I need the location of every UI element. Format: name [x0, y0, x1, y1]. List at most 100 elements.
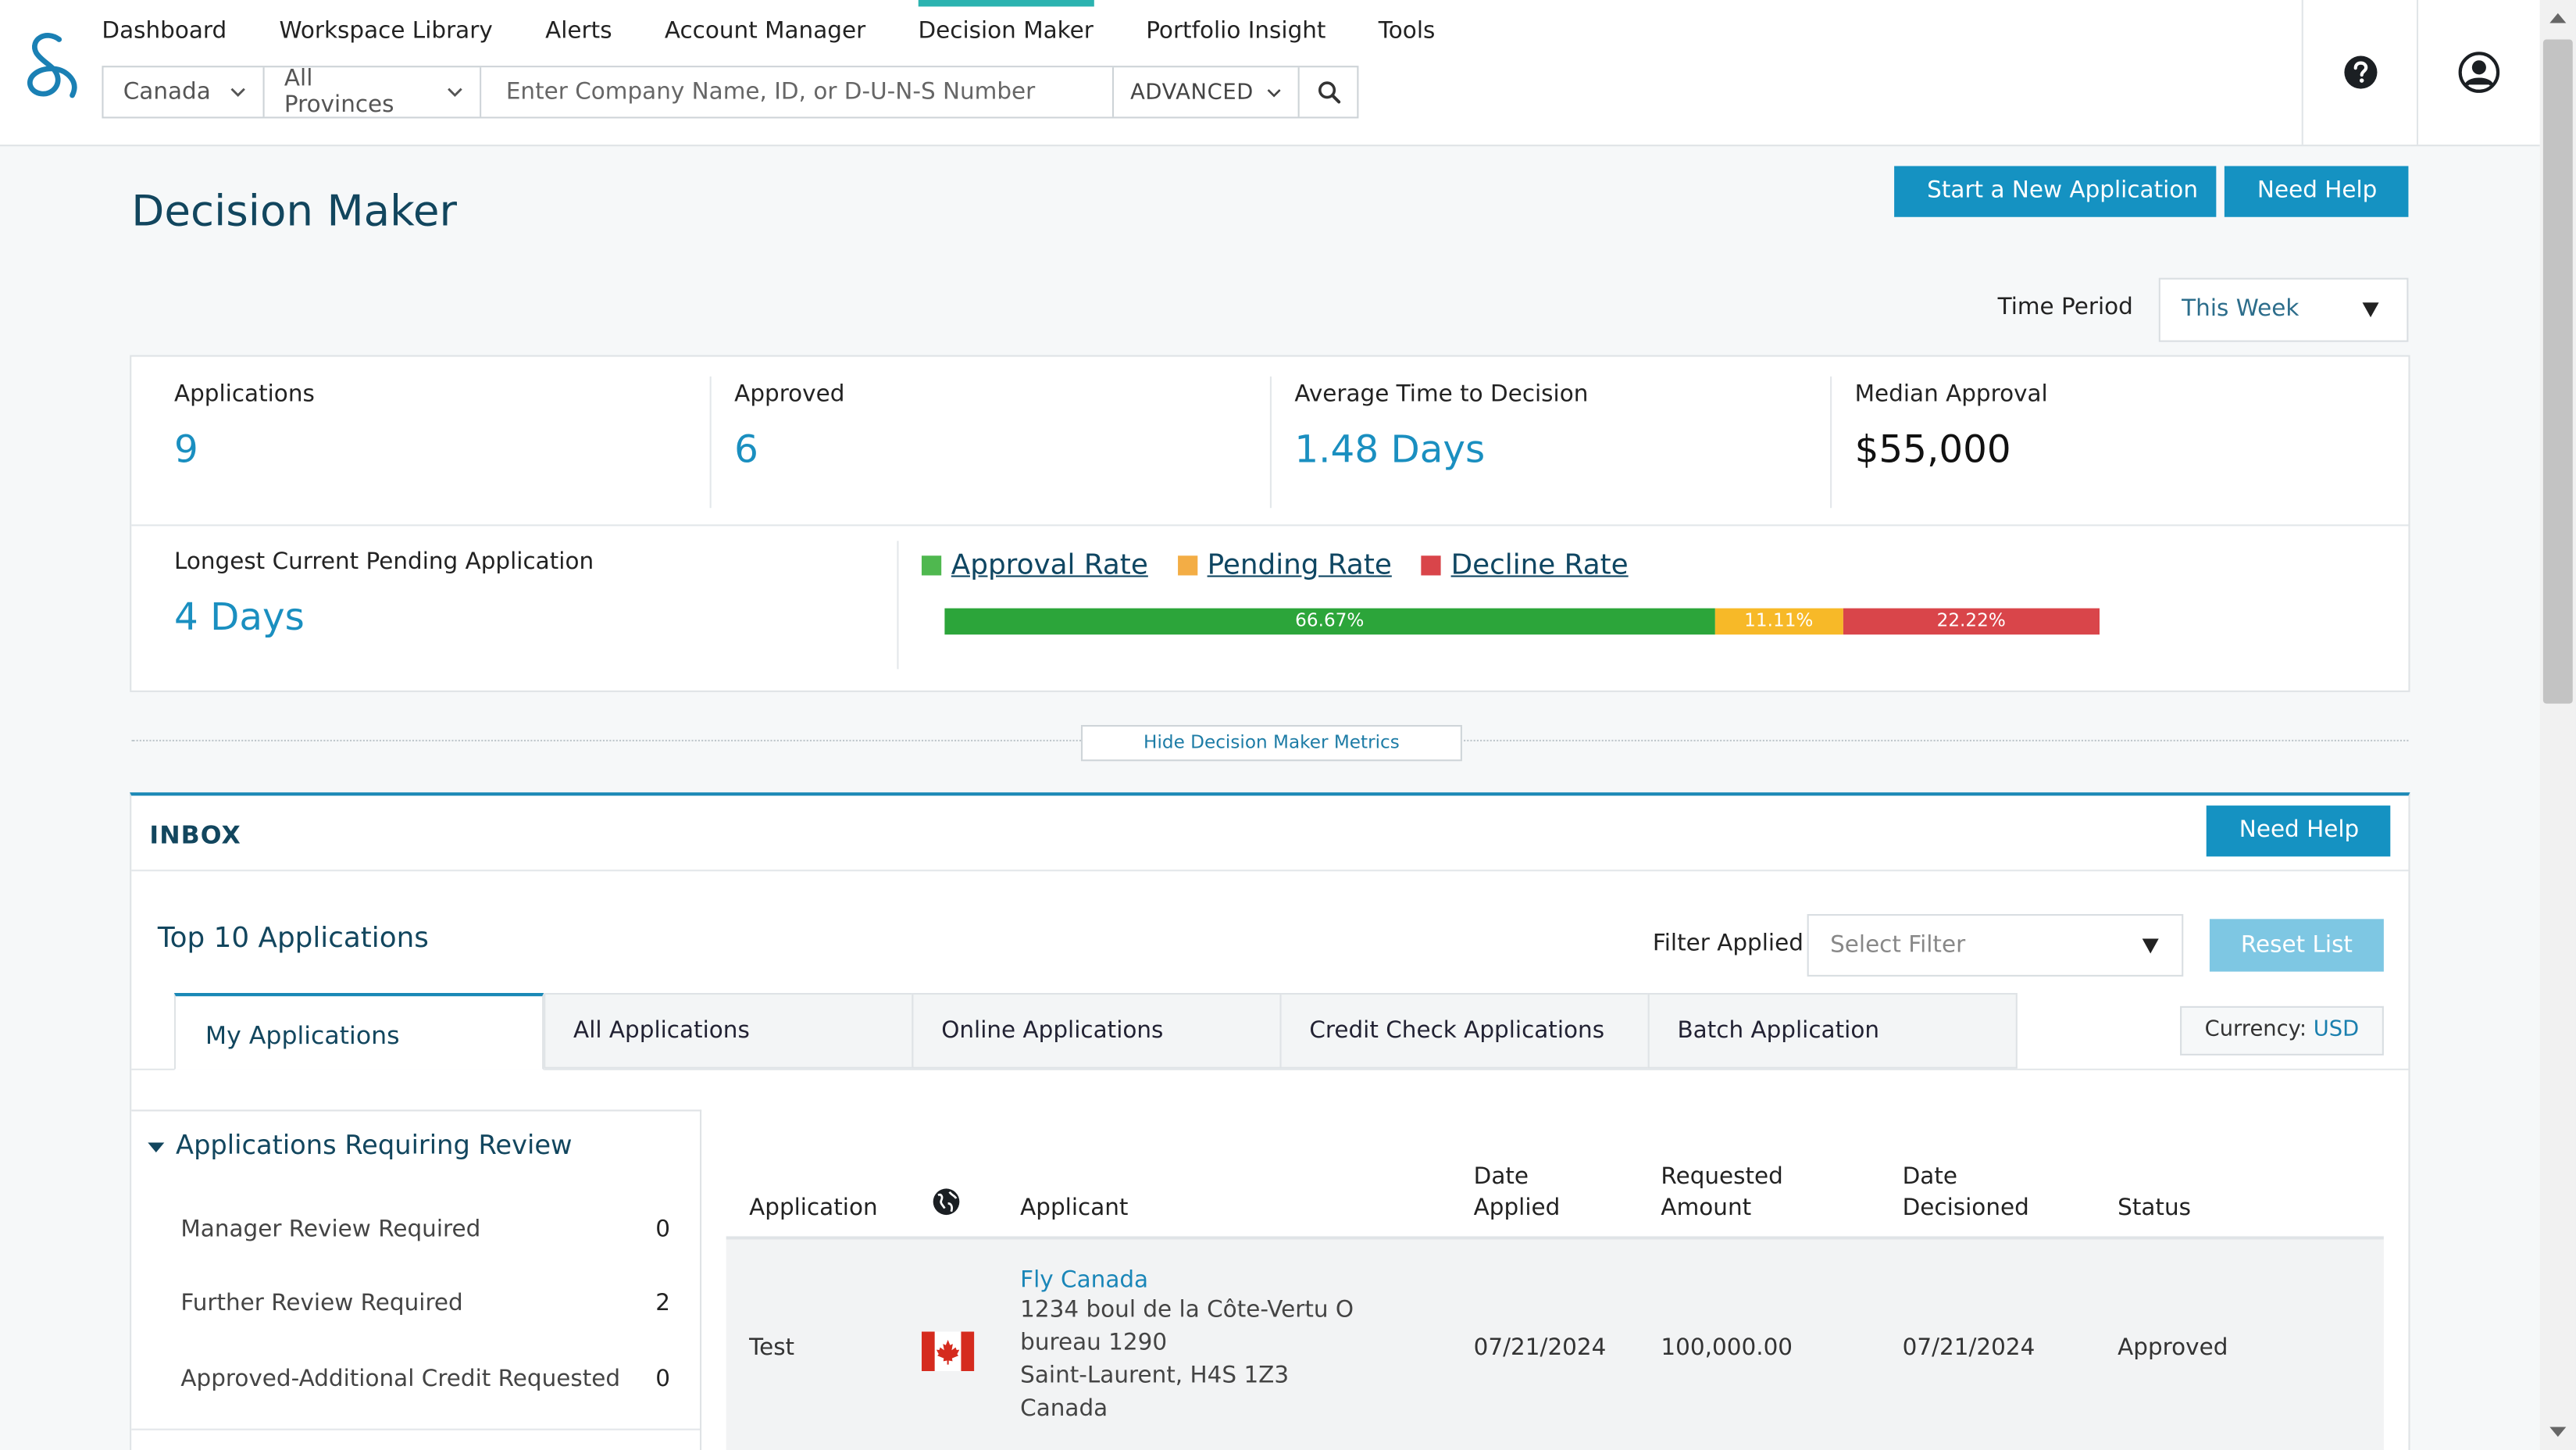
top-header: Dashboard Workspace Library Alerts Accou… — [0, 0, 2540, 147]
search-icon — [1318, 81, 1340, 104]
nav-portfolio-insight[interactable]: Portfolio Insight — [1146, 18, 1326, 45]
scroll-up-icon[interactable] — [2549, 12, 2567, 23]
col-date-applied-line2: Applied — [1473, 1195, 1561, 1222]
metric-approved: Approved 6 — [734, 375, 844, 506]
legend-decline-label[interactable]: Decline Rate — [1450, 548, 1629, 582]
cell-application[interactable]: Test — [749, 1334, 795, 1362]
currency-label: Currency: — [2204, 1017, 2307, 1043]
applications-requiring-review-panel: Applications Requiring Review Manager Re… — [131, 1109, 702, 1450]
decline-rate-segment[interactable]: 22.22% — [1843, 608, 2100, 635]
divider — [709, 376, 712, 509]
review-item-further[interactable]: Further Review Required — [180, 1290, 463, 1317]
advanced-search-toggle[interactable]: ADVANCED — [1111, 67, 1298, 117]
hide-metrics-button[interactable]: Hide Decision Maker Metrics — [1080, 724, 1462, 762]
nav-alerts[interactable]: Alerts — [545, 18, 612, 45]
collapse-caret-icon[interactable] — [148, 1142, 165, 1153]
start-new-application-button[interactable]: Start a New Application — [1894, 166, 2217, 217]
cell-status: Approved — [2118, 1334, 2228, 1362]
need-help-button[interactable]: Need Help — [2224, 166, 2409, 217]
metric-value: $55,000 — [1854, 429, 2011, 472]
nav-workspace-library[interactable]: Workspace Library — [279, 18, 493, 45]
tab-batch-application[interactable]: Batch Application — [1647, 992, 2018, 1069]
col-applicant[interactable]: Applicant — [1020, 1195, 1129, 1222]
page-scrollbar[interactable] — [2539, 0, 2576, 1450]
rate-stacked-bar: 66.67% 11.11% 22.22% — [944, 608, 2100, 635]
tab-my-applications[interactable]: My Applications — [173, 992, 544, 1070]
user-account-icon — [2458, 52, 2500, 93]
metric-longest-pending: Longest Current Pending Application 4 Da… — [174, 542, 594, 673]
caret-down-icon — [2142, 938, 2159, 954]
province-select[interactable]: All Provinces — [265, 66, 482, 119]
review-panel-title[interactable]: Applications Requiring Review — [176, 1129, 573, 1161]
reset-list-button[interactable]: Reset List — [2209, 919, 2384, 972]
canada-flag-icon — [921, 1331, 975, 1371]
inbox-need-help-button[interactable]: Need Help — [2206, 805, 2391, 857]
company-logo-icon[interactable] — [20, 30, 82, 102]
time-period-label: Time Period — [1997, 294, 2133, 321]
country-select-value: Canada — [123, 79, 211, 105]
pending-rate-segment[interactable]: 11.11% — [1714, 608, 1843, 635]
col-date-decisioned-line2: Decisioned — [1902, 1195, 2029, 1222]
time-period-select[interactable]: This Week — [2158, 277, 2409, 342]
header-actions — [2301, 0, 2540, 145]
cell-requested-amount: 100,000.00 — [1661, 1334, 1793, 1362]
review-count: 0 — [655, 1216, 670, 1243]
decline-swatch — [1421, 555, 1441, 576]
table-row[interactable]: Test Fly Canada 1234 boul de la Côte-Ver… — [726, 1239, 2384, 1450]
cell-date-decisioned: 07/21/2024 — [1902, 1334, 2035, 1362]
col-application[interactable]: Application — [749, 1195, 878, 1222]
tab-online-applications[interactable]: Online Applications — [912, 992, 1282, 1069]
currency-indicator[interactable]: Currency: USD — [2180, 1005, 2384, 1055]
col-date-applied[interactable]: Date Applied — [1474, 1162, 1561, 1225]
col-date-decisioned[interactable]: Date Decisioned — [1903, 1162, 2029, 1225]
company-search-input[interactable] — [481, 67, 1112, 117]
nav-decision-maker[interactable]: Decision Maker — [918, 0, 1094, 62]
scroll-down-icon[interactable] — [2549, 1427, 2567, 1438]
country-select[interactable]: Canada — [104, 67, 265, 117]
applicant-name-link[interactable]: Fly Canada — [1020, 1267, 1149, 1295]
advanced-label: ADVANCED — [1130, 80, 1254, 105]
decision-metrics-panel: Applications 9 Approved 6 Average Time t… — [130, 355, 2410, 692]
nav-dashboard[interactable]: Dashboard — [102, 18, 227, 45]
user-account-button[interactable] — [2416, 0, 2540, 145]
chevron-down-icon — [231, 88, 246, 97]
divider — [131, 1428, 701, 1430]
legend-pending-label[interactable]: Pending Rate — [1207, 548, 1392, 582]
metric-applications: Applications 9 — [174, 375, 315, 506]
metric-label: Approved — [734, 381, 845, 408]
scrollbar-thumb[interactable] — [2542, 39, 2573, 704]
tabs-baseline — [131, 1068, 2409, 1070]
metric-value: 1.48 Days — [1294, 429, 1486, 472]
review-count: 2 — [655, 1290, 670, 1317]
legend-approval-label[interactable]: Approval Rate — [951, 548, 1148, 582]
tab-all-applications[interactable]: All Applications — [544, 992, 914, 1069]
legend-pending[interactable]: Pending Rate — [1177, 548, 1392, 582]
pending-swatch — [1177, 555, 1197, 576]
divider — [897, 541, 899, 670]
col-date-applied-line1: Date — [1473, 1163, 1529, 1191]
review-item-additional-credit[interactable]: Approved-Additional Credit Requested — [180, 1366, 621, 1393]
metric-label: Longest Current Pending Application — [173, 548, 594, 576]
metric-value[interactable]: 9 — [173, 429, 198, 472]
col-requested-amount[interactable]: Requested Amount — [1661, 1162, 1782, 1225]
tab-credit-check-applications[interactable]: Credit Check Applications — [1279, 992, 1650, 1069]
nav-account-manager[interactable]: Account Manager — [664, 18, 866, 45]
legend-decline[interactable]: Decline Rate — [1421, 548, 1629, 582]
legend-approval[interactable]: Approval Rate — [921, 548, 1148, 582]
metric-label: Median Approval — [1854, 381, 2048, 408]
search-button[interactable] — [1297, 67, 1358, 117]
metric-value[interactable]: 4 Days — [173, 596, 305, 640]
help-button[interactable] — [2301, 0, 2417, 145]
metric-value[interactable]: 6 — [734, 429, 758, 472]
filter-applied-label: Filter Applied — [1652, 930, 1804, 957]
caret-down-icon — [2362, 302, 2379, 318]
filter-select[interactable]: Select Filter — [1807, 913, 2184, 977]
metric-median-approval: Median Approval $55,000 — [1855, 375, 2048, 506]
nav-tools[interactable]: Tools — [1378, 18, 1436, 45]
inbox-panel: INBOX Need Help Top 10 Applications Filt… — [130, 792, 2410, 1450]
inbox-title: INBOX — [149, 820, 241, 850]
col-status[interactable]: Status — [2118, 1195, 2192, 1222]
review-item-manager[interactable]: Manager Review Required — [180, 1216, 481, 1243]
chevron-down-icon — [448, 88, 463, 98]
approval-rate-segment[interactable]: 66.67% — [944, 608, 1715, 635]
